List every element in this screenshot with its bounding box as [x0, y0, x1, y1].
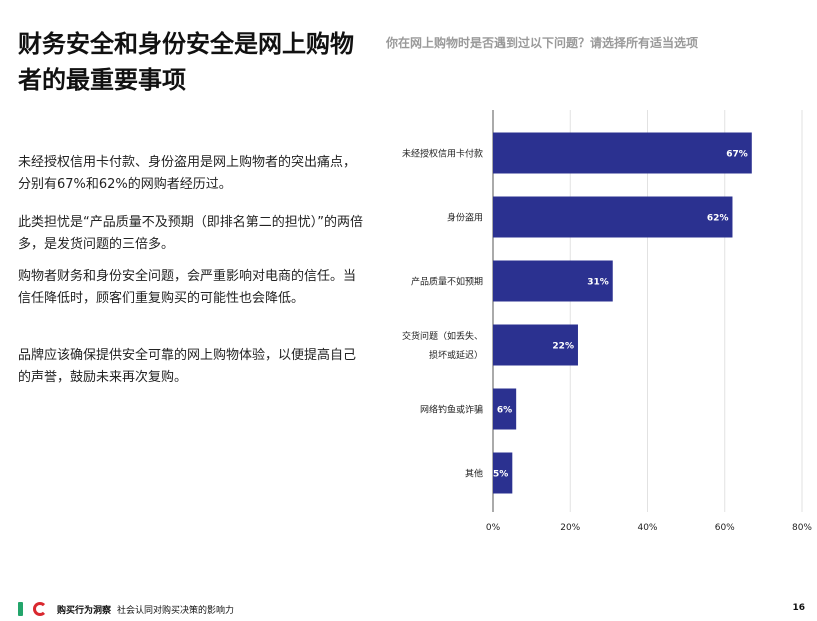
paragraph-pain-points: 未经授权信用卡付款、身份盗用是网上购物者的突出痛点，分别有67%和62%的网购者…	[18, 155, 357, 192]
category-label: 交货问题（如丢失、	[402, 330, 483, 342]
x-tick-label: 0%	[486, 523, 501, 533]
x-tick-label: 80%	[792, 523, 812, 533]
category-label: 身份盗用	[447, 212, 483, 224]
footer-brand: 购买行为洞察	[57, 605, 112, 616]
footer: 购买行为洞察 社会认同对购买决策的影响力	[18, 600, 234, 618]
category-label: 其他	[465, 468, 483, 480]
bar	[493, 388, 517, 430]
category-label: 网络钓鱼或诈骗	[420, 404, 483, 416]
paragraph-recommendation: 品牌应该确保提供安全可靠的网上购物体验，以便提高自己的声誉，鼓励未来再次复购。	[18, 348, 357, 385]
bar-value-label: 67%	[726, 150, 748, 160]
bar-value-label: 6%	[497, 406, 512, 416]
category-label: 损坏或延迟）	[429, 349, 483, 361]
footer-subtitle: 社会认同对购买决策的影响力	[117, 605, 235, 616]
x-tick-label: 40%	[637, 523, 657, 533]
page-number: 16	[792, 603, 805, 613]
bar	[493, 260, 613, 302]
category-label: 未经授权信用卡付款	[402, 148, 483, 160]
bar-value-label: 62%	[707, 214, 729, 224]
logo-green-mark-icon	[18, 602, 23, 616]
bar-value-label: 22%	[552, 342, 574, 352]
paragraph-concern-ratio: 此类担忧是“产品质量不及预期（即排名第二的担忧）”的两倍多，是发货问题的三倍多。	[18, 215, 363, 252]
bar	[493, 132, 752, 174]
bar	[493, 452, 513, 494]
paragraph-trust: 购物者财务和身份安全问题，会严重影响对电商的信任。当信任降低时，顾客们重复购买的…	[18, 269, 357, 306]
bar-value-label: 5%	[493, 470, 508, 480]
x-tick-label: 20%	[560, 523, 580, 533]
bar-value-label: 31%	[587, 278, 609, 288]
chart-title: 你在网上购物时是否遇到过以下问题？请选择所有适当选项	[386, 36, 699, 50]
category-label: 产品质量不如预期	[411, 276, 483, 288]
bar	[493, 324, 578, 366]
page-title: 财务安全和身份安全是网上购物者的最重要事项	[18, 30, 354, 94]
logo-g-icon	[33, 602, 47, 616]
bar	[493, 196, 733, 238]
x-tick-label: 60%	[715, 523, 735, 533]
